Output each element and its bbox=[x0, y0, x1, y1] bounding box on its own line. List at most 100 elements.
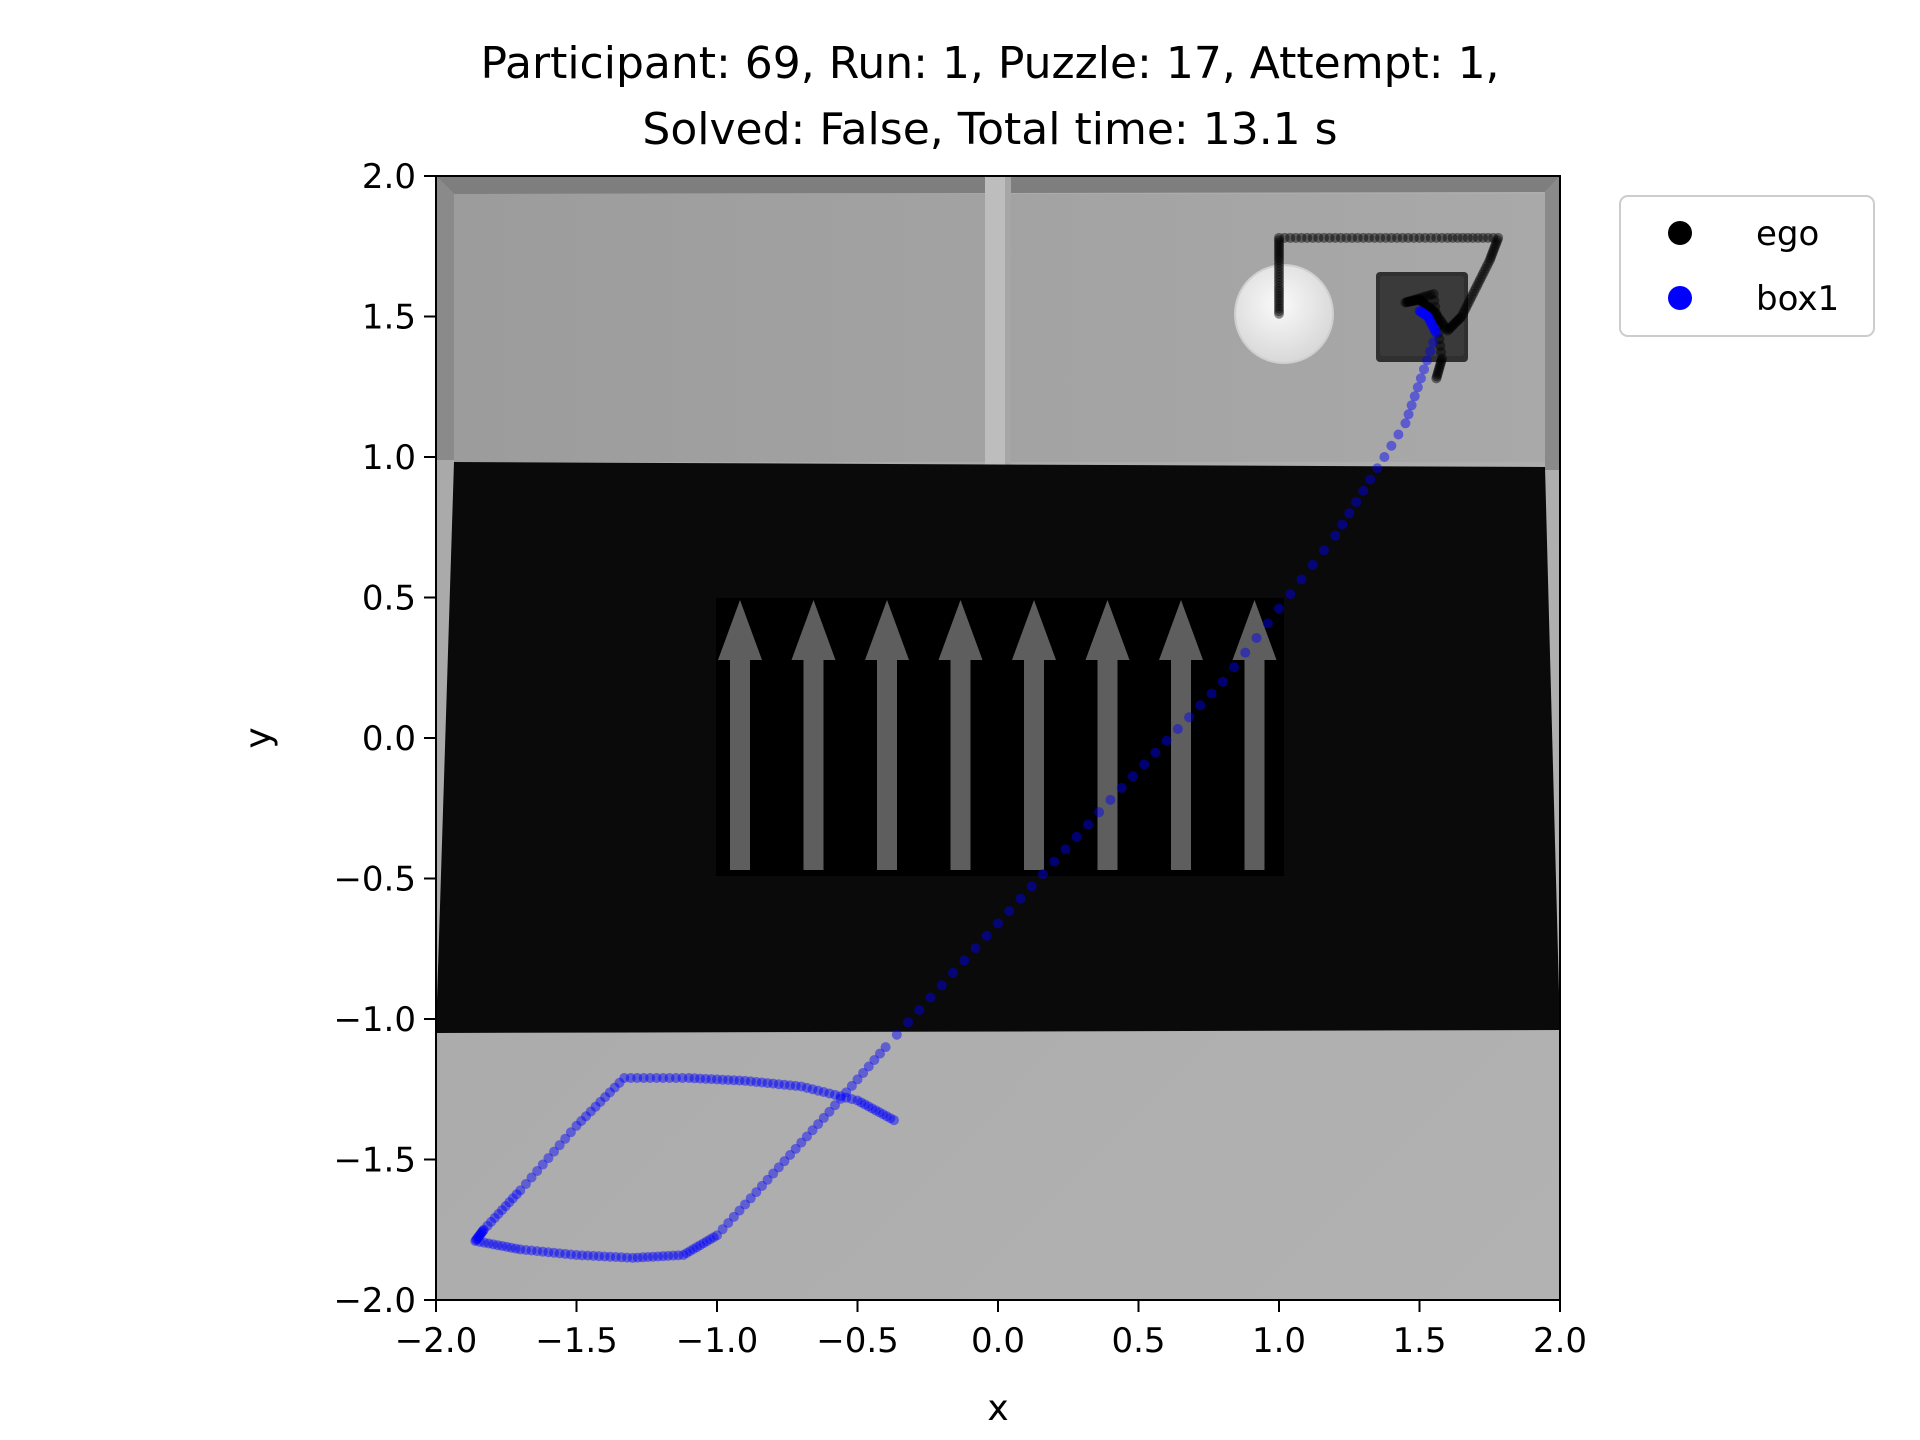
box1-point bbox=[482, 1220, 493, 1231]
room-left-wall bbox=[436, 176, 454, 460]
ego-point bbox=[1302, 232, 1313, 243]
box1-point bbox=[1427, 321, 1438, 332]
ego-point bbox=[1465, 294, 1476, 305]
box1-point bbox=[472, 1233, 483, 1244]
box1-point bbox=[614, 1077, 625, 1088]
y-tick-label: −0.5 bbox=[333, 860, 416, 900]
box1-point bbox=[785, 1150, 796, 1161]
box1-point bbox=[863, 1061, 874, 1072]
box1-point bbox=[708, 1232, 719, 1243]
box1-point bbox=[881, 1111, 892, 1122]
legend-marker-box1 bbox=[1668, 286, 1692, 310]
ego-point bbox=[1486, 250, 1497, 261]
box1-point bbox=[1274, 603, 1284, 614]
box1-point bbox=[745, 1076, 756, 1087]
box1-point bbox=[1337, 519, 1348, 530]
box1-point bbox=[1431, 328, 1442, 339]
ego-point bbox=[1375, 232, 1386, 243]
box1-point bbox=[824, 1088, 835, 1099]
box1-point bbox=[717, 1074, 728, 1085]
box1-point bbox=[622, 1252, 633, 1263]
box1-point bbox=[779, 1079, 790, 1090]
box1-point bbox=[576, 1116, 587, 1127]
box1-point bbox=[705, 1234, 716, 1245]
ego-point bbox=[1467, 232, 1478, 243]
ego-point bbox=[1401, 297, 1412, 308]
box1-point bbox=[478, 1224, 489, 1235]
box1-point bbox=[835, 1093, 846, 1104]
y-tick-label: 1.0 bbox=[362, 438, 416, 478]
box1-point bbox=[1060, 844, 1071, 855]
ego-point bbox=[1469, 286, 1480, 297]
box1-point bbox=[925, 992, 936, 1003]
ego-point bbox=[1420, 291, 1431, 302]
box1-point bbox=[1409, 391, 1420, 402]
ego-point bbox=[1403, 296, 1414, 307]
box1-point bbox=[885, 1113, 896, 1124]
ego-point bbox=[1428, 289, 1439, 300]
ego-point bbox=[1436, 355, 1447, 366]
ego-point bbox=[1324, 232, 1335, 243]
conveyor-arrow-icon bbox=[1012, 600, 1056, 870]
ego-point bbox=[1442, 232, 1453, 243]
pillar-shadow bbox=[1005, 176, 1011, 470]
box1-point bbox=[593, 1251, 604, 1262]
ego-point bbox=[1453, 314, 1464, 325]
box1-point bbox=[1416, 307, 1427, 318]
ego-point bbox=[1455, 312, 1466, 323]
box1-point bbox=[664, 1073, 675, 1084]
box1-point bbox=[1365, 474, 1376, 485]
box1-point bbox=[1161, 735, 1172, 746]
box1-point bbox=[914, 1005, 925, 1016]
x-tick-label: 1.0 bbox=[1252, 1321, 1306, 1361]
ego-point bbox=[1274, 288, 1284, 299]
box1-point bbox=[948, 967, 959, 978]
ego-point bbox=[1432, 321, 1443, 332]
box1-point bbox=[768, 1078, 779, 1089]
ego-point bbox=[1274, 298, 1284, 309]
box1-point bbox=[1251, 632, 1262, 643]
box1-point bbox=[537, 1246, 548, 1257]
ego-point bbox=[1274, 246, 1284, 257]
ego-point bbox=[1274, 248, 1284, 259]
ego-point bbox=[1447, 232, 1458, 243]
ego-point bbox=[1434, 313, 1445, 324]
ego-point bbox=[1397, 232, 1408, 243]
box1-point bbox=[1414, 305, 1425, 316]
ego-point bbox=[1421, 300, 1432, 311]
conveyor-arrow-icon bbox=[791, 600, 836, 870]
ego-point bbox=[1463, 297, 1474, 308]
conveyor-arrow-icon bbox=[1232, 600, 1277, 870]
box1-point bbox=[582, 1250, 593, 1261]
ego-point bbox=[1330, 232, 1341, 243]
box1-point bbox=[543, 1247, 554, 1258]
box1-point bbox=[807, 1125, 818, 1136]
ego-point bbox=[1347, 232, 1358, 243]
box1-point bbox=[1422, 310, 1433, 321]
ego-point bbox=[1491, 237, 1502, 248]
ego-point bbox=[1474, 274, 1485, 285]
box1-point bbox=[717, 1224, 728, 1235]
conveyor-arrow-icon bbox=[1159, 600, 1203, 870]
box1-point bbox=[796, 1137, 807, 1148]
ego-point bbox=[1420, 232, 1431, 243]
box1-point bbox=[1344, 508, 1355, 519]
box1-point bbox=[1418, 308, 1429, 319]
box1-point bbox=[604, 1087, 615, 1098]
box1-point bbox=[936, 980, 947, 991]
conveyor-arrow-icon bbox=[865, 600, 909, 870]
ego-point bbox=[1467, 289, 1478, 300]
box1-point bbox=[500, 1201, 511, 1212]
ego-point bbox=[1476, 272, 1487, 283]
ego-point bbox=[1274, 308, 1284, 319]
ego-point bbox=[1274, 250, 1284, 261]
box1-point bbox=[507, 1193, 518, 1204]
ego-point bbox=[1274, 239, 1284, 250]
box1-point bbox=[470, 1235, 481, 1246]
box1-point bbox=[756, 1180, 767, 1191]
ego-point bbox=[1462, 300, 1473, 311]
box1-point bbox=[1427, 319, 1438, 330]
box1-point bbox=[658, 1251, 669, 1262]
legend-label-box1: box1 bbox=[1756, 279, 1839, 319]
ego-point bbox=[1439, 321, 1450, 332]
